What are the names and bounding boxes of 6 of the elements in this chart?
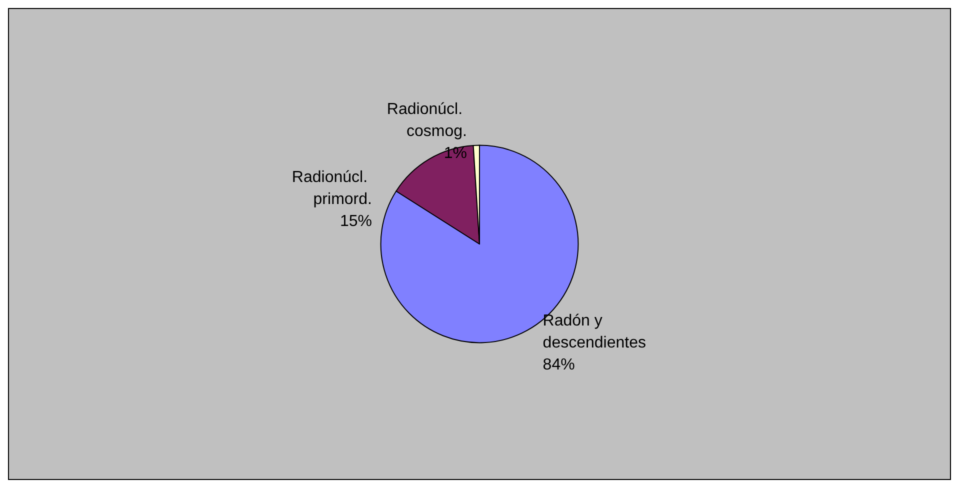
slice-label: Radionúcl. primord. (292, 168, 372, 208)
slice-label: Radionúcl. cosmog. (386, 100, 467, 140)
data-label: 84% (542, 356, 575, 374)
data-label: 1% (444, 144, 467, 162)
slice-label: Radón y descendientes (542, 312, 646, 352)
data-label: 15% (340, 212, 372, 230)
